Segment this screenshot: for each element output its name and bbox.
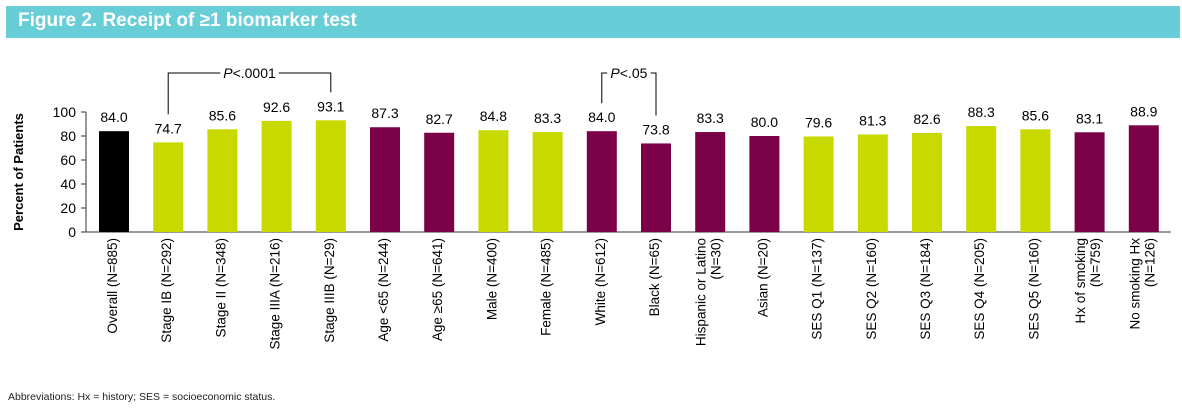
data-label: 85.6 [209, 107, 236, 123]
x-tick-label: Age <65 (N=244) [376, 238, 391, 342]
data-label: 74.7 [155, 120, 182, 136]
x-tick-label: Female (N=485) [539, 238, 554, 336]
significance-p: P [610, 65, 620, 81]
x-tick-label: Stage IIIA (N=216) [268, 238, 283, 349]
data-label: 93.1 [317, 98, 344, 114]
bar [966, 126, 997, 232]
significance-label: P<.05 [610, 65, 647, 81]
page-title: Figure 2. Receipt of ≥1 biomarker test [18, 10, 357, 31]
x-tick-label: Hx of smoking [1073, 238, 1088, 324]
x-tick-label: Overall (N=885) [105, 238, 120, 334]
x-tick-label: Stage II (N=348) [213, 238, 228, 337]
data-label: 81.3 [859, 112, 886, 128]
significance-bracket-left [601, 72, 608, 104]
data-label: 84.8 [480, 108, 507, 124]
data-label: 92.6 [263, 99, 290, 115]
y-tick-label: 100 [53, 104, 77, 120]
bar [695, 132, 726, 232]
bar [749, 136, 780, 232]
data-label: 88.9 [1130, 103, 1157, 119]
title-bar: Figure 2. Receipt of ≥1 biomarker test [6, 6, 1180, 38]
significance-bracket-left [167, 72, 221, 115]
y-axis-title: Percent of Patients [11, 113, 26, 231]
significance-p: P [223, 65, 233, 81]
significance-bracket-right [278, 72, 332, 93]
bar [99, 131, 129, 232]
data-label: 84.0 [588, 109, 615, 125]
x-tick-label: Age ≥65 (N=641) [430, 238, 445, 341]
bar [857, 134, 888, 232]
x-tick-label: (N=126) [1142, 238, 1157, 287]
significance-bracket-right [650, 72, 657, 116]
bar [1020, 129, 1051, 232]
bar [315, 120, 346, 232]
x-tick-label: (N=30) [709, 238, 724, 280]
bar [207, 129, 238, 232]
y-tick-label: 0 [68, 224, 76, 240]
bar [1128, 125, 1159, 232]
data-label: 80.0 [751, 114, 778, 130]
data-label: 82.7 [426, 111, 453, 127]
data-label: 83.3 [534, 110, 561, 126]
bar [803, 136, 834, 232]
x-tick-label: (N=759) [1088, 238, 1103, 287]
bar [586, 131, 617, 232]
bar [424, 132, 455, 232]
data-label: 83.3 [697, 110, 724, 126]
x-tick-label: SES Q1 (N=137) [810, 238, 825, 340]
y-tick-label: 20 [60, 200, 76, 216]
bar [912, 132, 942, 232]
bar [532, 132, 563, 232]
x-tick-label: Stage IB (N=292) [159, 238, 174, 343]
x-tick-label: Black (N=65) [647, 238, 662, 316]
bar [1074, 132, 1105, 232]
x-tick-label: SES Q4 (N=205) [972, 238, 987, 340]
data-label: 85.6 [1022, 107, 1049, 123]
significance-label: P<.0001 [223, 65, 276, 81]
bar [478, 130, 509, 232]
x-tick-label: White (N=612) [593, 238, 608, 325]
x-tick-label: Hispanic or Latino [694, 238, 709, 346]
x-tick-label: No smoking Hx [1127, 238, 1142, 330]
data-label: 73.8 [642, 121, 669, 137]
significance-value: <.05 [620, 65, 648, 81]
data-label: 84.0 [100, 109, 127, 125]
bar-chart: Percent of Patients 0 20 40 60 80 100 84.0 Overa… [11, 65, 1171, 349]
data-label: 88.3 [968, 104, 995, 120]
data-label: 82.6 [913, 111, 940, 127]
x-tick-label: Asian (N=20) [755, 238, 770, 317]
bar [261, 120, 292, 232]
data-label: 87.3 [371, 105, 398, 121]
y-tick-label: 60 [60, 152, 76, 168]
bar [153, 142, 184, 232]
data-label: 79.6 [805, 114, 832, 130]
x-tick-label: SES Q5 (N=160) [1026, 238, 1041, 340]
footnote: Abbreviations: Hx = history; SES = socio… [8, 391, 276, 403]
x-tick-label: Male (N=400) [484, 238, 499, 320]
y-tick-label: 80 [60, 128, 76, 144]
data-label: 83.1 [1076, 110, 1103, 126]
x-tick-label: SES Q3 (N=184) [918, 238, 933, 340]
y-tick-label: 40 [60, 176, 76, 192]
x-tick-label: Stage IIIB (N=29) [322, 238, 337, 343]
significance-value: <.0001 [233, 65, 276, 81]
bar [370, 127, 400, 232]
bar [641, 143, 671, 232]
x-tick-label: SES Q2 (N=160) [864, 238, 879, 340]
